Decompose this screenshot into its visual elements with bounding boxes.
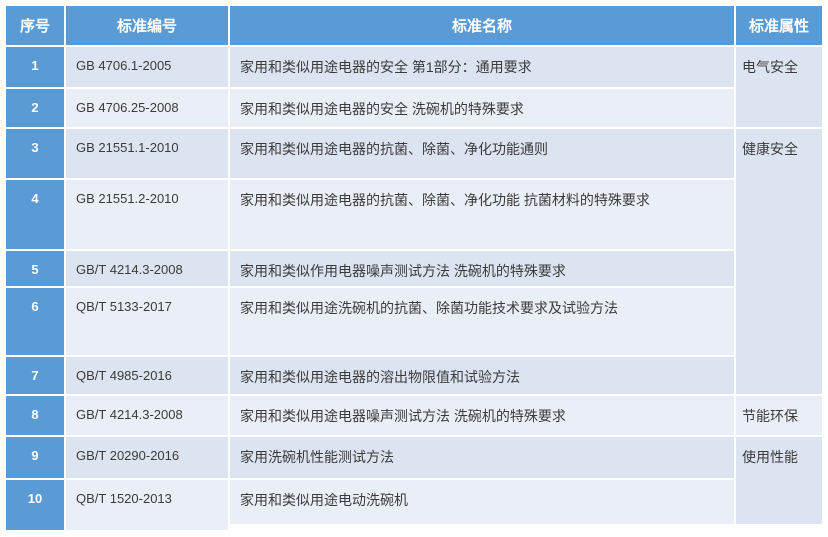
serial-cell: 10 bbox=[6, 480, 64, 530]
code-cell: GB 4706.25-2008 bbox=[66, 89, 228, 127]
code-cell: GB 21551.1-2010 bbox=[66, 129, 228, 178]
serial-cell: 9 bbox=[6, 437, 64, 478]
code-cell: QB/T 5133-2017 bbox=[66, 288, 228, 355]
name-cell: 家用洗碗机性能测试方法 bbox=[230, 437, 734, 478]
name-cell: 家用和类似用途电器的安全 第1部分：通用要求 bbox=[230, 47, 734, 87]
name-cell: 家用和类似用途电器的抗菌、除菌、净化功能通则 bbox=[230, 129, 734, 178]
attribute-cell-energy-environment: 节能环保 bbox=[736, 396, 822, 435]
name-cell: 家用和类似用途电器噪声测试方法 洗碗机的特殊要求 bbox=[230, 396, 734, 435]
serial-cell: 1 bbox=[6, 47, 64, 87]
serial-cell: 6 bbox=[6, 288, 64, 355]
attribute-cell-health-safety: 健康安全 bbox=[736, 129, 822, 394]
serial-cell: 4 bbox=[6, 180, 64, 249]
code-cell: GB/T 20290-2016 bbox=[66, 437, 228, 478]
header-standard-attribute: 标准属性 bbox=[736, 6, 822, 45]
name-cell: 家用和类似用途电器的安全 洗碗机的特殊要求 bbox=[230, 89, 734, 127]
standards-table: 序号 标准编号 标准名称 标准属性 1 GB 4706.1-2005 家用和类似… bbox=[6, 6, 822, 530]
name-cell: 家用和类似用途洗碗机的抗菌、除菌功能技术要求及试验方法 bbox=[230, 288, 734, 355]
name-cell: 家用和类似用途电器的抗菌、除菌、净化功能 抗菌材料的特殊要求 bbox=[230, 180, 734, 249]
attribute-cell-usage-performance: 使用性能 bbox=[736, 437, 822, 524]
header-standard-code: 标准编号 bbox=[66, 6, 228, 45]
serial-cell: 5 bbox=[6, 251, 64, 286]
name-cell: 家用和类似用途电动洗碗机 bbox=[230, 480, 734, 524]
serial-cell: 3 bbox=[6, 129, 64, 178]
code-cell: GB/T 4214.3-2008 bbox=[66, 251, 228, 286]
code-cell: GB 4706.1-2005 bbox=[66, 47, 228, 87]
serial-cell: 2 bbox=[6, 89, 64, 127]
code-cell: QB/T 1520-2013 bbox=[66, 480, 228, 530]
code-cell: QB/T 4985-2016 bbox=[66, 357, 228, 394]
standards-grid: 序号 标准编号 标准名称 标准属性 1 GB 4706.1-2005 家用和类似… bbox=[6, 6, 822, 530]
attribute-cell-electrical-safety: 电气安全 bbox=[736, 47, 822, 127]
serial-cell: 7 bbox=[6, 357, 64, 394]
name-cell: 家用和类似用途电器的溶出物限值和试验方法 bbox=[230, 357, 734, 394]
code-cell: GB/T 4214.3-2008 bbox=[66, 396, 228, 435]
header-standard-name: 标准名称 bbox=[230, 6, 734, 45]
code-cell: GB 21551.2-2010 bbox=[66, 180, 228, 249]
name-cell: 家用和类似作用电器噪声测试方法 洗碗机的特殊要求 bbox=[230, 251, 734, 286]
header-serial-number: 序号 bbox=[6, 6, 64, 45]
serial-cell: 8 bbox=[6, 396, 64, 435]
